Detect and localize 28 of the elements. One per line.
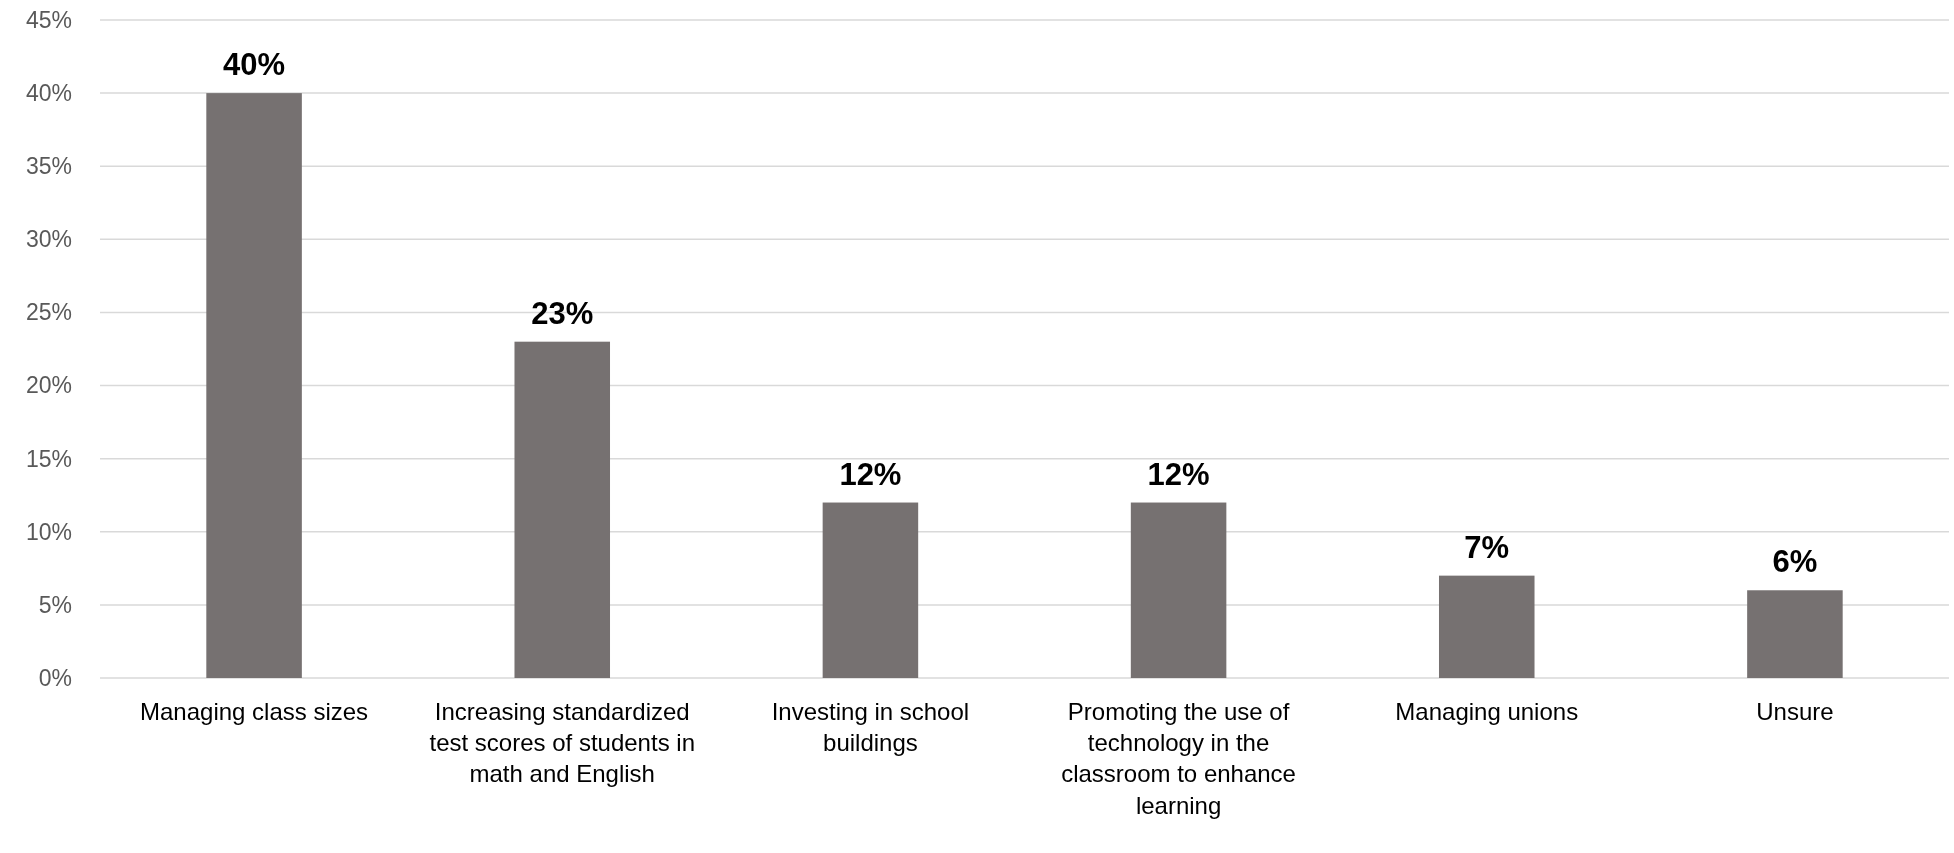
- bar: [514, 341, 611, 678]
- y-tick-label: 0%: [38, 664, 72, 691]
- y-tick-label: 40%: [25, 79, 72, 106]
- bar: [1747, 590, 1843, 678]
- bar: [1438, 575, 1535, 678]
- y-tick-label: 30%: [25, 226, 72, 253]
- x-tick-label: Managing unions: [1395, 698, 1579, 725]
- data-label: 40%: [223, 47, 286, 83]
- y-tick-label: 20%: [25, 372, 72, 399]
- y-tick-label: 10%: [25, 518, 72, 545]
- bar: [1130, 502, 1227, 678]
- data-label: 12%: [1147, 456, 1210, 492]
- data-label: 12%: [839, 456, 902, 492]
- y-tick-label: 35%: [25, 153, 72, 180]
- y-tick-label: 5%: [38, 591, 72, 618]
- x-tick-label: Investing in school buildings: [771, 698, 970, 757]
- data-label: 23%: [531, 295, 594, 331]
- bar: [206, 93, 302, 678]
- x-tick-label: Promoting the use of technology in the classroom to enhance learning: [1061, 698, 1296, 819]
- x-tick-label: Unsure: [1756, 698, 1834, 725]
- data-label: 6%: [1772, 544, 1818, 580]
- y-tick-label: 45%: [25, 6, 72, 33]
- x-tick-label: Increasing standardized test scores of students in math and English: [429, 698, 695, 788]
- bar: [822, 502, 919, 678]
- y-tick-label: 25%: [25, 299, 72, 326]
- x-tick-label: Managing class sizes: [140, 698, 369, 725]
- y-tick-label: 15%: [25, 445, 72, 472]
- data-label: 7%: [1464, 529, 1510, 565]
